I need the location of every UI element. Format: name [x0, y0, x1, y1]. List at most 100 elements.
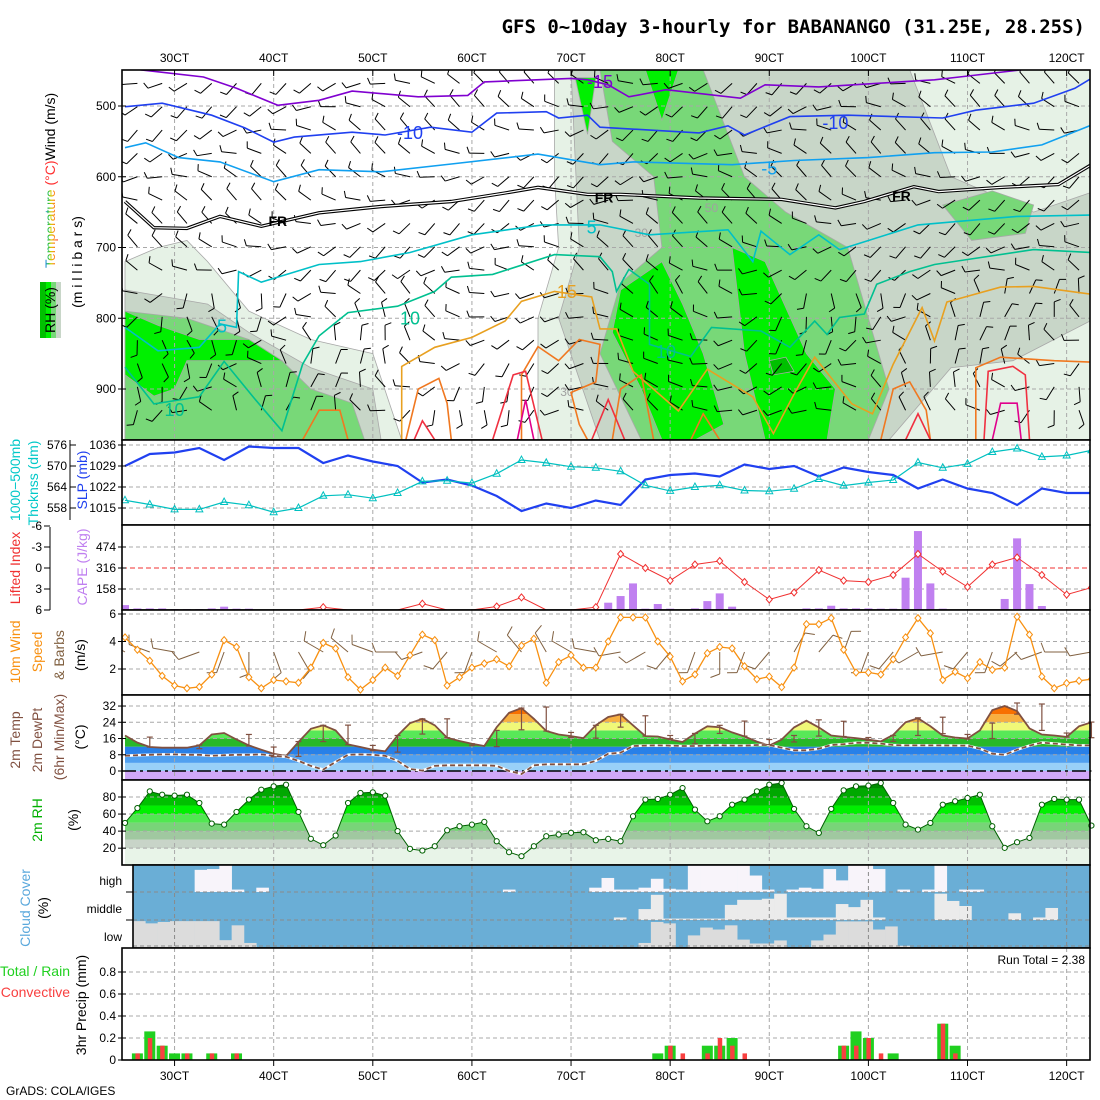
wind-barb-flag	[514, 293, 521, 299]
circle-marker	[1075, 796, 1083, 803]
wind-barb-flag	[498, 70, 502, 73]
surface-wind-barb-flag	[915, 647, 922, 657]
circle-marker	[939, 801, 946, 808]
wind-barb-flag	[768, 208, 772, 216]
cloud-bar-high	[663, 888, 676, 892]
wind-barb-flag	[713, 340, 719, 347]
wind-barb-flag	[918, 90, 922, 98]
wind-barb	[422, 330, 436, 341]
temperature-band	[125, 771, 1090, 780]
wind-barb	[880, 293, 884, 309]
wind-barb	[251, 83, 262, 96]
wind-barb-flag	[399, 346, 403, 353]
cloud-bar-high	[724, 865, 738, 892]
wind-barb-flag	[350, 135, 355, 143]
wind-barb	[697, 211, 708, 224]
wind-barb-flag	[1061, 159, 1068, 164]
circle-marker	[530, 843, 537, 850]
wind-barb	[595, 129, 609, 140]
cloud-bar-high	[206, 869, 220, 892]
cloud-bar-high	[589, 887, 602, 892]
wind-barb	[271, 128, 287, 131]
precip-convective-bar	[147, 1038, 153, 1060]
wind-barb	[842, 121, 857, 131]
precip-total-bar	[887, 1053, 899, 1060]
wind-barb-flag	[422, 324, 426, 332]
wind-barb	[692, 339, 708, 341]
wind-barb-flag	[242, 343, 249, 349]
wind-barb	[248, 214, 262, 224]
wind-barb	[694, 82, 708, 92]
rh-legend-swatch	[40, 282, 46, 338]
circle-marker	[952, 798, 959, 805]
bottom-time-label: 50CT	[358, 1069, 388, 1083]
wind-barb	[991, 121, 1005, 131]
circle-marker	[505, 849, 513, 856]
tick-label: 474	[96, 540, 116, 554]
wind-barb-flag	[1067, 70, 1071, 74]
surface-wind-barb	[626, 651, 646, 664]
wind-barb	[767, 409, 782, 416]
temperature-contour	[491, 370, 543, 440]
wind-barb-flag	[145, 418, 153, 422]
wind-barb-flag	[384, 322, 392, 326]
tick-label: 700	[96, 241, 116, 255]
wind-barb-flag	[515, 317, 521, 324]
cloud-bar-low	[860, 921, 874, 948]
wind-barb-flag	[418, 231, 426, 236]
wind-barb	[820, 269, 832, 282]
wind-barb	[211, 293, 215, 309]
triangle-marker	[368, 493, 378, 502]
temperature-band	[125, 746, 1090, 755]
tick-label: 8	[109, 748, 116, 762]
wind-barb-flag	[170, 115, 178, 119]
wind-barb-flag	[566, 161, 574, 165]
wind-barb-flag	[354, 297, 361, 304]
wind-barb	[596, 176, 609, 188]
wind-barb	[841, 222, 857, 227]
surface-wind-barb	[878, 651, 894, 670]
temperature-contour	[301, 409, 349, 440]
wind-barb	[348, 167, 361, 178]
top-time-label: 100CT	[850, 51, 887, 65]
diamond-marker	[530, 634, 538, 644]
bottom-time-label: 100CT	[850, 1069, 887, 1083]
circle-marker	[691, 806, 699, 813]
wind-barb-flag	[174, 184, 178, 192]
wind-barb-flag	[495, 375, 503, 378]
wind-barb-flag	[209, 354, 216, 360]
wind-barb	[295, 221, 311, 224]
wind-barb-flag	[213, 329, 219, 336]
wind-barb-flag	[255, 308, 263, 312]
precip-convective-bar	[234, 1053, 240, 1060]
wind-barb	[523, 176, 535, 189]
wind-barb-flag	[869, 113, 873, 121]
diamond-marker	[480, 659, 488, 668]
triangle-marker	[517, 454, 526, 464]
wind-barb-flag	[404, 321, 410, 327]
wind-barb	[647, 234, 659, 248]
wind-barb-flag	[312, 346, 320, 350]
wind-barb-flag	[497, 90, 502, 97]
wind-barb	[122, 290, 138, 294]
wind-barb-flag	[738, 288, 743, 296]
wind-barb-flag	[638, 176, 645, 183]
wind-barb	[260, 293, 263, 309]
wind-barb-flag	[590, 183, 598, 188]
cloud-bar-low	[157, 921, 171, 948]
lifted-index-label: Lifted Index	[7, 532, 23, 604]
wind-barb	[742, 269, 758, 275]
circle-marker	[406, 845, 414, 852]
wind-barb	[793, 144, 807, 154]
wind-barb	[345, 82, 361, 89]
wind-barb-flag	[126, 424, 134, 426]
triangle-marker	[963, 458, 972, 467]
circle-marker	[419, 847, 426, 854]
wind-barb	[668, 381, 683, 388]
wind-barb-flag	[614, 180, 621, 186]
precip-convective-bar	[717, 1038, 723, 1060]
top-time-label: 120CT	[1049, 51, 1086, 65]
wind-barb	[1018, 96, 1030, 108]
circle-marker	[1026, 834, 1033, 842]
cloud-bar-middle	[934, 893, 948, 920]
